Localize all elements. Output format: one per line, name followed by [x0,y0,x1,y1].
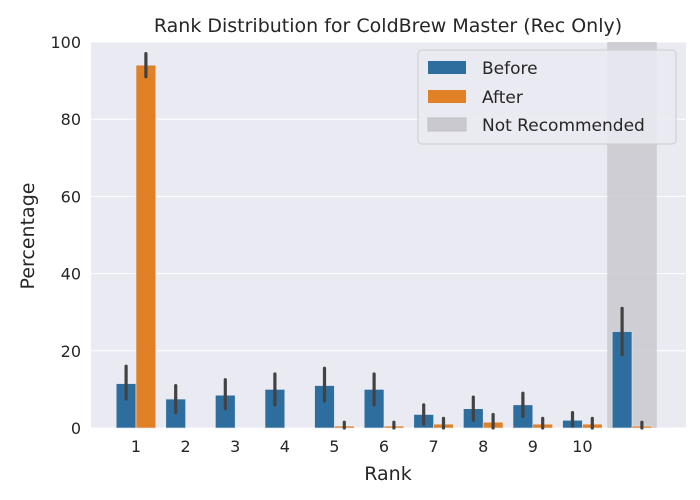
chart-title: Rank Distribution for ColdBrew Master (R… [154,15,622,37]
legend-swatch-before [428,61,466,74]
legend: Before After Not Recommended [417,49,677,145]
x-tick-label: 9 [528,437,538,456]
legend-box [417,49,677,145]
error-bars [124,51,644,430]
legend-swatch-after [428,90,466,103]
bar-after [135,64,157,429]
x-axis-title: Rank [364,463,411,485]
y-tick-label: 60 [61,187,81,206]
y-tick-label: 0 [71,419,81,438]
gridlines [91,41,686,429]
legend-swatch-not-recommended [427,117,467,132]
x-tick-label: 4 [280,437,290,456]
y-tick-label: 40 [61,265,81,284]
x-tick-label: 6 [379,437,389,456]
x-tick-label: 7 [429,437,439,456]
y-tick-label: 20 [61,342,81,361]
legend-label-after: After [482,88,523,108]
x-tick-label: 3 [230,437,240,456]
y-tick-labels: 0 20 40 60 80 100 [50,33,81,438]
y-tick-label: 100 [50,33,81,52]
x-tick-label: 10 [572,437,592,456]
y-axis-title: Percentage [17,183,39,290]
x-tick-label: 2 [181,437,191,456]
x-tick-labels: 1 2 3 4 5 6 7 8 9 10 [131,437,593,456]
y-tick-label: 80 [61,110,81,129]
x-tick-label: 8 [478,437,488,456]
x-tick-label: 5 [329,437,339,456]
legend-label-before: Before [482,59,538,79]
legend-label-not-recommended: Not Recommended [482,116,645,136]
x-tick-label: 1 [131,437,141,456]
